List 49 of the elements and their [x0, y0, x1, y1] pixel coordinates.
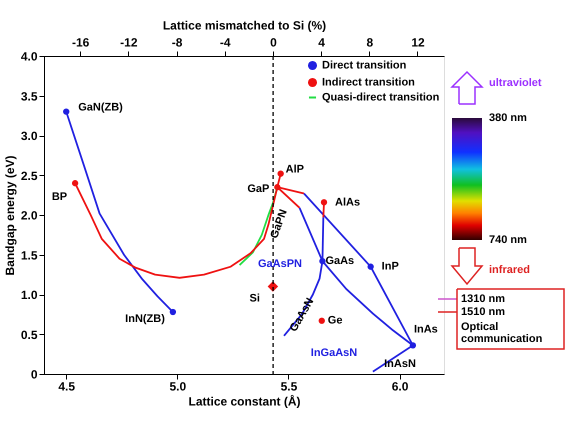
annotation: BP — [52, 191, 68, 204]
x-tick-label: 6.0 — [392, 380, 409, 394]
annotation: InP — [382, 260, 399, 273]
y-tick-label: 0.5 — [20, 328, 38, 342]
text: Optical communication — [461, 321, 543, 345]
y-tick-label: 1.5 — [20, 248, 38, 262]
annotation: AlAs — [335, 196, 360, 208]
x2-axis-title: Lattice mismatched to Si (%) — [162, 18, 326, 32]
x2-tick-label: 8 — [366, 36, 374, 50]
x-tick-label: 4.5 — [58, 380, 76, 394]
x-tick-label: 5.0 — [169, 380, 186, 394]
annotation: GaAs — [325, 255, 354, 268]
text: ultraviolet — [489, 77, 542, 89]
annotation: GaP — [247, 183, 270, 196]
y-axis-title: Bandgap energy (eV) — [2, 155, 17, 276]
x2-tick-label: -12 — [120, 36, 138, 50]
text: 1510 nm — [461, 306, 506, 318]
x2-tick-label: -16 — [72, 36, 90, 50]
x2-tick-label: 4 — [318, 36, 326, 50]
legend-label: Direct transition — [322, 60, 407, 72]
annotation: InAs — [414, 323, 438, 336]
text: 740 nm — [489, 234, 528, 246]
annotation: GaAsPN — [258, 258, 302, 270]
legend-label: Indirect transition — [322, 76, 416, 88]
text: 380 nm — [489, 112, 528, 124]
text: infrared — [489, 264, 530, 276]
y-tick-label: 2.0 — [20, 208, 38, 222]
y-tick-label: 0 — [30, 368, 38, 382]
annotation: InGaAsN — [310, 347, 358, 359]
legend-label: Quasi-direct transition — [322, 92, 440, 104]
x2-tick-label: -8 — [172, 36, 183, 50]
annotation: Ge — [328, 314, 342, 327]
y-tick-label: 3.5 — [20, 89, 38, 104]
x2-tick-label: 0 — [270, 36, 278, 50]
text: 1310 nm — [461, 293, 506, 305]
y-tick-label: 2.5 — [20, 168, 38, 183]
annotation: GaPN — [268, 208, 290, 240]
annotation: InN(ZB) — [125, 312, 166, 325]
y-tick-label: 4.0 — [20, 50, 38, 64]
annotation: GaN(ZB) — [78, 102, 124, 114]
x2-tick-label: -4 — [220, 36, 231, 50]
annotation: Si — [249, 292, 260, 305]
annotation: AlP — [286, 164, 304, 176]
x-tick-label: 5.5 — [280, 380, 298, 394]
annotation: InAsN — [384, 358, 416, 370]
x-axis-title: Lattice constant (Å) — [188, 394, 301, 408]
y-tick-label: 3.0 — [20, 129, 38, 143]
x2-tick-label: 12 — [411, 36, 425, 50]
y-tick-label: 1.0 — [20, 288, 38, 302]
